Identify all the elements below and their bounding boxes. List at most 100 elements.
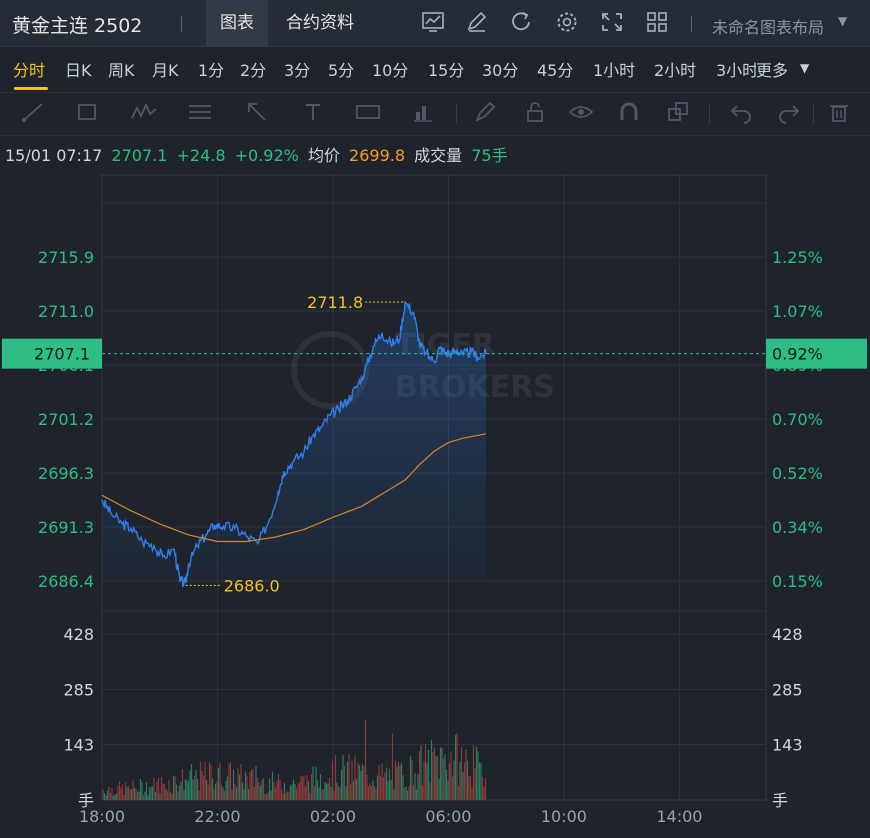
volume-label: 成交量 <box>414 146 463 165</box>
current-price-badge <box>2 338 102 369</box>
pattern-icon[interactable] <box>130 100 157 126</box>
top-bar: 黄金主连 2502 图表 合约资料 未命名图表布局 ▼ <box>0 0 870 47</box>
undo-icon[interactable] <box>728 100 754 126</box>
axis-labels: 2715.91.25%2711.01.07%2706.10.89%2701.20… <box>38 248 823 826</box>
time-tick-label: 10:00 <box>541 807 587 826</box>
time-tick-label: 18:00 <box>79 807 125 826</box>
tab-chart[interactable]: 图表 <box>206 0 268 46</box>
quote-change-pct: +0.92% <box>234 146 299 165</box>
measure-icon[interactable] <box>410 100 436 126</box>
volume-tick-label: 428 <box>772 625 803 644</box>
period-30m[interactable]: 30分 <box>482 61 519 80</box>
price-tick-label: 2715.9 <box>38 248 94 267</box>
price-series-line <box>101 300 487 589</box>
fib-icon[interactable] <box>186 100 212 126</box>
divider <box>813 104 814 124</box>
active-period-indicator <box>14 87 48 90</box>
period-more[interactable]: 更多 <box>756 61 789 80</box>
current-price-label: 2707.1 <box>34 345 90 364</box>
period-45m[interactable]: 45分 <box>537 61 574 80</box>
price-tick-label: 2691.3 <box>38 518 94 537</box>
refresh-icon[interactable] <box>509 11 535 35</box>
tab-contract-info[interactable]: 合约资料 <box>286 13 354 33</box>
indicator-icon[interactable] <box>420 11 446 35</box>
volume-tick-label: 285 <box>772 680 803 699</box>
volume-tick-label: 143 <box>63 736 94 755</box>
volume-value: 75手 <box>471 146 508 165</box>
arrow-icon[interactable] <box>244 100 270 126</box>
price-label-icon[interactable] <box>354 100 380 126</box>
divider <box>456 104 457 124</box>
price-tick-label: 2686.4 <box>38 572 94 591</box>
trash-icon[interactable] <box>826 100 852 126</box>
layers-icon[interactable] <box>665 100 691 126</box>
layout-name-dropdown[interactable]: 未命名图表布局 <box>712 18 825 37</box>
text-icon[interactable] <box>300 100 326 126</box>
volume-tick-label: 143 <box>772 736 803 755</box>
divider <box>181 16 182 32</box>
avg-price-label: 均价 <box>307 146 340 165</box>
annotations: 2707.1 0.92% 2711.8 2686.0 <box>2 293 867 595</box>
pct-tick-label: 0.34% <box>772 518 823 537</box>
volume-unit-label: 手 <box>772 791 788 810</box>
time-tick-label: 06:00 <box>425 807 471 826</box>
period-5m[interactable]: 5分 <box>328 61 355 80</box>
current-pct-badge <box>766 338 867 369</box>
price-area-fill <box>102 302 486 587</box>
pct-tick-label: 1.07% <box>772 302 823 321</box>
volume-bars <box>102 719 487 800</box>
low-label: 2686.0 <box>224 576 280 595</box>
period-1h[interactable]: 1小时 <box>593 61 636 80</box>
quote-datetime: 15/01 07:17 <box>5 146 103 165</box>
divider <box>709 104 710 124</box>
drawing-toolbar <box>0 92 870 136</box>
settings-icon[interactable] <box>554 11 580 35</box>
volume-tick-label: 428 <box>63 625 94 644</box>
pct-tick-label: 0.52% <box>772 464 823 483</box>
quote-change: +24.8 <box>176 146 226 165</box>
period-1m[interactable]: 1分 <box>198 61 225 80</box>
period-fenshi[interactable]: 分时 <box>13 61 46 80</box>
grid-layout-icon[interactable] <box>644 11 670 35</box>
magnet-icon[interactable] <box>616 100 642 126</box>
price-lines <box>101 300 487 589</box>
rectangle-icon[interactable] <box>74 100 100 126</box>
volume-tick-label: 285 <box>63 680 94 699</box>
divider <box>691 16 692 32</box>
price-tick-label: 2711.0 <box>38 302 94 321</box>
period-month[interactable]: 月K <box>152 61 179 80</box>
redo-icon[interactable] <box>776 100 802 126</box>
quote-info-bar: 15/01 07:17 2707.1 +24.8 +0.92% 均价 2699.… <box>5 142 512 166</box>
draw-icon[interactable] <box>464 11 490 35</box>
period-15m[interactable]: 15分 <box>428 61 465 80</box>
current-pct-label: 0.92% <box>772 345 823 364</box>
eye-icon[interactable] <box>568 100 594 126</box>
price-tick-label: 2701.2 <box>38 410 94 429</box>
brush-icon[interactable] <box>472 100 498 126</box>
price-area <box>102 302 486 587</box>
quote-price: 2707.1 <box>111 146 168 165</box>
trend-line-icon[interactable] <box>20 100 46 126</box>
volume-unit-label: 手 <box>78 791 94 810</box>
chevron-down-icon[interactable]: ▼ <box>838 14 848 28</box>
high-label: 2711.8 <box>307 293 363 312</box>
instrument-title: 黄金主连 2502 <box>12 15 143 37</box>
period-3m[interactable]: 3分 <box>284 61 311 80</box>
time-tick-label: 14:00 <box>656 807 702 826</box>
time-tick-label: 22:00 <box>194 807 240 826</box>
fullscreen-icon[interactable] <box>599 11 625 35</box>
avg-price-value: 2699.8 <box>349 146 406 165</box>
price-tick-label: 2696.3 <box>38 464 94 483</box>
period-3h[interactable]: 3小时 <box>716 61 756 80</box>
period-2m[interactable]: 2分 <box>240 61 267 80</box>
pct-tick-label: 1.25% <box>772 248 823 267</box>
period-week[interactable]: 周K <box>108 61 135 80</box>
avg-price-line <box>101 433 487 543</box>
period-day[interactable]: 日K <box>65 61 92 80</box>
period-2h[interactable]: 2小时 <box>654 61 697 80</box>
chevron-down-icon[interactable]: ▼ <box>800 61 810 75</box>
time-tick-label: 02:00 <box>310 807 356 826</box>
lock-icon[interactable] <box>522 100 548 126</box>
period-10m[interactable]: 10分 <box>372 61 409 80</box>
